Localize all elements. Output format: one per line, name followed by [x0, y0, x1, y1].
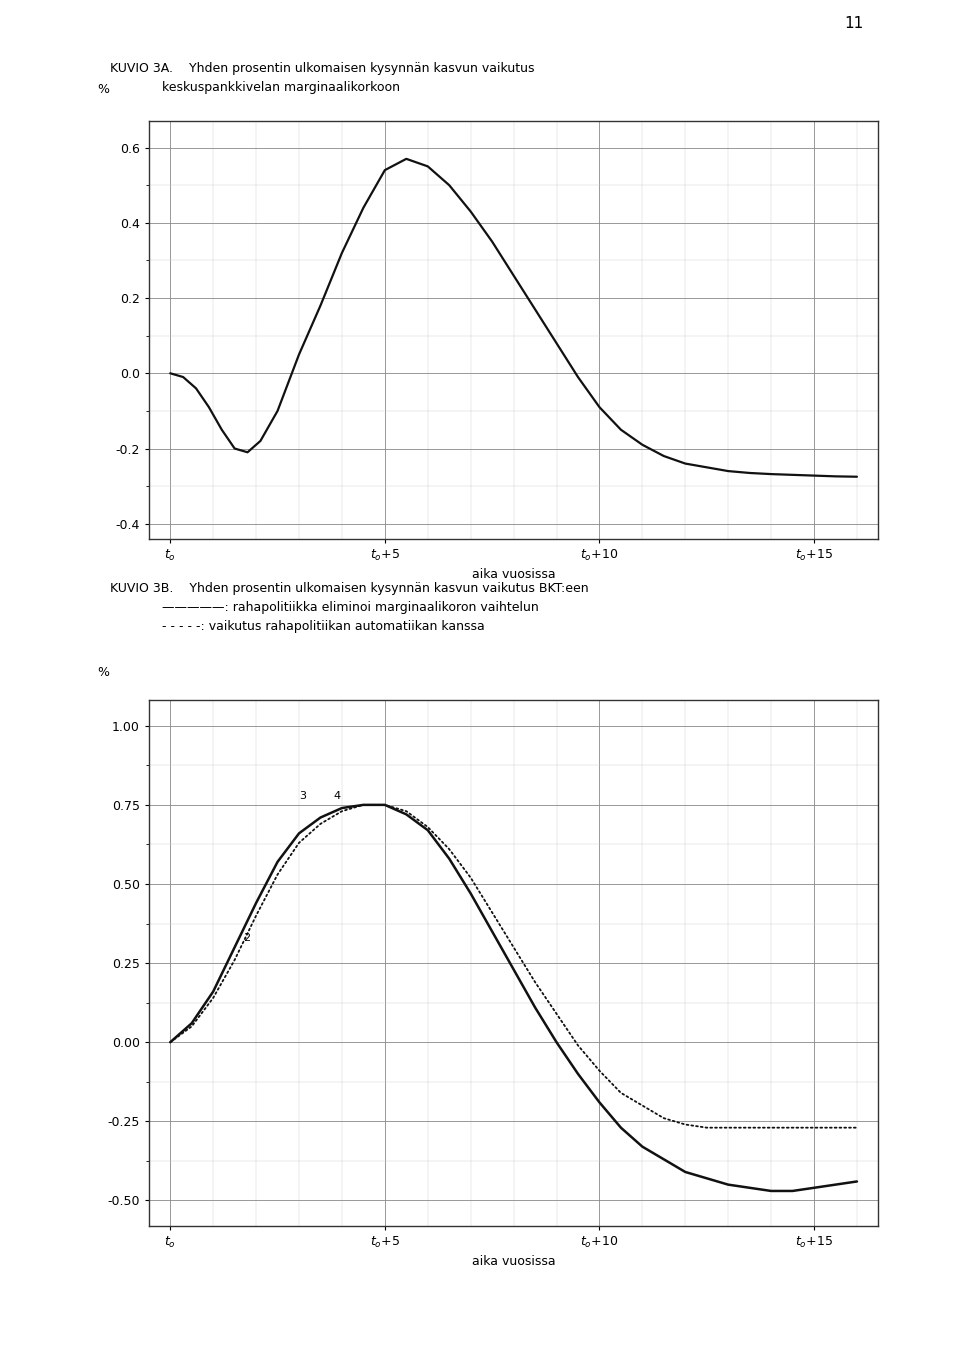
X-axis label: aika vuosissa: aika vuosissa	[471, 1255, 556, 1269]
Text: 2: 2	[243, 933, 251, 943]
Text: %: %	[98, 84, 109, 96]
Text: KUVIO 3B.    Yhden prosentin ulkomaisen kysynnän kasvun vaikutus BKT:een: KUVIO 3B. Yhden prosentin ulkomaisen kys…	[110, 582, 589, 595]
Text: —————: rahapolitiikka eliminoi marginaalikoron vaihtelun: —————: rahapolitiikka eliminoi marginaal…	[110, 601, 540, 614]
Text: 4: 4	[333, 791, 341, 800]
Text: KUVIO 3A.    Yhden prosentin ulkomaisen kysynnän kasvun vaikutus: KUVIO 3A. Yhden prosentin ulkomaisen kys…	[110, 62, 535, 75]
Text: - - - - -: vaikutus rahapolitiikan automatiikan kanssa: - - - - -: vaikutus rahapolitiikan autom…	[110, 620, 485, 633]
Text: keskuspankkivelan marginaalikorkoon: keskuspankkivelan marginaalikorkoon	[110, 81, 400, 94]
Text: %: %	[98, 667, 109, 679]
Text: 11: 11	[845, 16, 864, 31]
Text: 3: 3	[299, 791, 306, 800]
X-axis label: aika vuosissa: aika vuosissa	[471, 568, 556, 582]
